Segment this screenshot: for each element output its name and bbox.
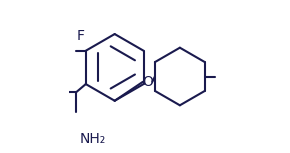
Text: F: F [77, 29, 84, 43]
Text: NH₂: NH₂ [79, 132, 106, 146]
Text: O: O [142, 75, 153, 89]
